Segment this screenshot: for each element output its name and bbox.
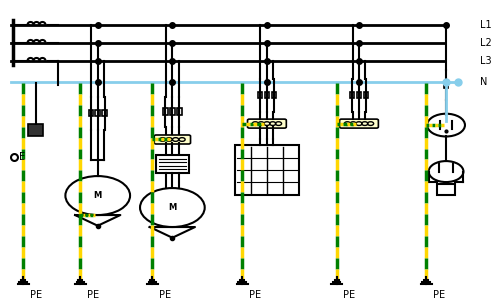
- Bar: [156, 155, 189, 173]
- Text: L1: L1: [480, 20, 492, 30]
- FancyBboxPatch shape: [248, 119, 286, 128]
- Bar: [163, 108, 168, 115]
- Bar: [271, 92, 276, 98]
- Bar: [28, 124, 43, 136]
- Bar: [357, 92, 361, 98]
- Text: PE: PE: [87, 290, 99, 300]
- Text: PE: PE: [249, 290, 260, 300]
- Bar: [364, 92, 368, 98]
- Bar: [437, 184, 455, 195]
- Text: PE: PE: [159, 290, 171, 300]
- Text: PE: PE: [29, 290, 42, 300]
- Text: M: M: [94, 191, 102, 200]
- FancyBboxPatch shape: [154, 135, 191, 144]
- Bar: [235, 145, 299, 195]
- Text: E: E: [19, 152, 25, 161]
- Bar: [350, 92, 354, 98]
- Text: L3: L3: [480, 56, 492, 66]
- Bar: [444, 81, 448, 88]
- Bar: [88, 110, 93, 116]
- Bar: [102, 110, 107, 116]
- Text: L2: L2: [480, 38, 492, 48]
- Bar: [264, 92, 269, 98]
- Text: N: N: [480, 77, 487, 87]
- Bar: [170, 108, 175, 115]
- Bar: [95, 110, 100, 116]
- Text: PE: PE: [343, 290, 355, 300]
- Bar: [177, 108, 182, 115]
- Bar: [257, 92, 262, 98]
- Text: PE: PE: [433, 290, 445, 300]
- FancyBboxPatch shape: [339, 119, 378, 128]
- Text: M: M: [168, 203, 177, 212]
